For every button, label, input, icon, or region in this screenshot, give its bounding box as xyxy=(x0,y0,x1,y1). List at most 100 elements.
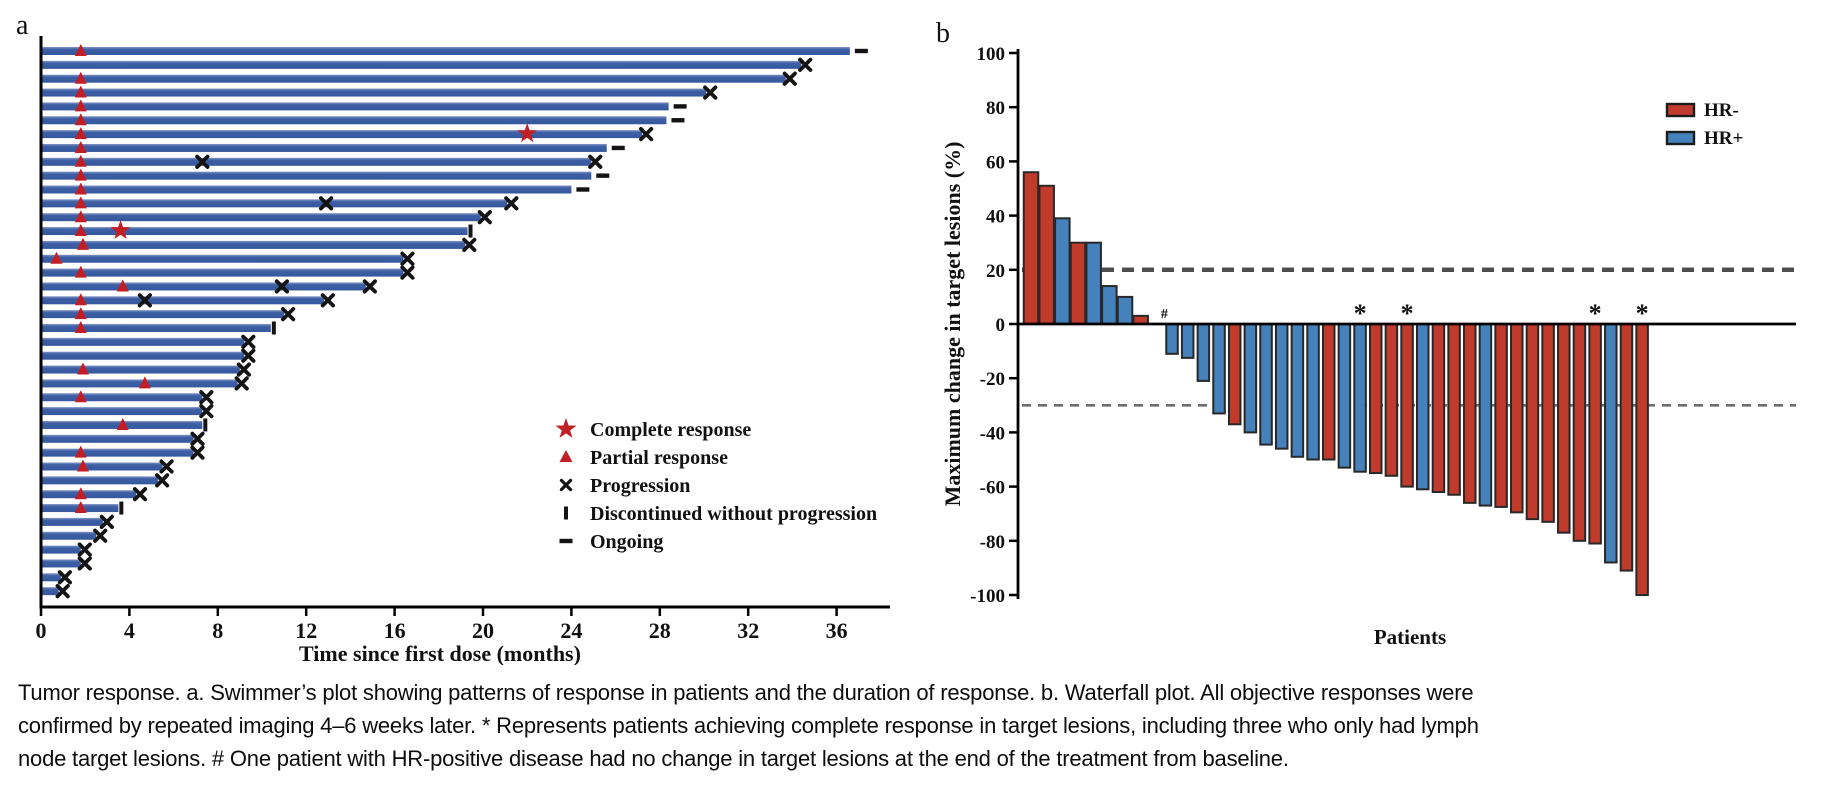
waterfall-bar xyxy=(1604,323,1618,564)
x-tick-label: 0 xyxy=(36,618,47,643)
partial-response-marker xyxy=(74,127,87,140)
y-axis-title: Maximum change in target lesions (%) xyxy=(940,142,965,507)
y-tick-label: -20 xyxy=(980,369,1005,390)
swimmer-bar xyxy=(42,199,508,208)
legend-swatch xyxy=(1665,130,1696,146)
progression-marker xyxy=(241,348,256,363)
waterfall-bar xyxy=(1290,323,1305,458)
swimmer-bar xyxy=(42,130,643,139)
x-tick-label: 12 xyxy=(295,618,317,643)
waterfall-plot: 100 80 60 40 20 0 -20 -40 -60 -80 -100 Maximum chan… xyxy=(940,44,1796,649)
star-annotation: * xyxy=(1354,299,1367,328)
partial-response-marker xyxy=(74,182,87,195)
swimmer-bar xyxy=(42,143,607,152)
waterfall-bar xyxy=(1416,323,1430,491)
ongoing-marker xyxy=(673,104,687,109)
swimmer-bar xyxy=(42,559,81,568)
hash-annotation: # xyxy=(1161,307,1168,322)
ongoing-marker xyxy=(611,145,625,151)
x-tick-label: 36 xyxy=(826,618,848,643)
progression-marker xyxy=(234,376,249,391)
figure-caption: Tumor response. a. Swimmer’s plot showin… xyxy=(18,676,1479,775)
y-tick-label: -40 xyxy=(980,423,1005,444)
partial-response-marker xyxy=(74,154,87,167)
swimmer-bar xyxy=(42,254,404,263)
swimmer-bar xyxy=(42,476,159,485)
waterfall-bar xyxy=(1212,323,1226,415)
cross-icon xyxy=(559,478,573,492)
swimmer-bar xyxy=(42,573,61,582)
swimmer-bar xyxy=(42,240,466,249)
progression-marker xyxy=(504,196,519,211)
y-tick-label: 20 xyxy=(986,261,1005,282)
legend-label: HR- xyxy=(1704,100,1739,121)
partial-response-marker xyxy=(74,293,87,306)
discontinued-marker xyxy=(119,501,124,515)
legend-label: Partial response xyxy=(590,447,728,469)
progression-marker xyxy=(798,57,813,72)
swimmer-bar xyxy=(42,157,592,166)
y-tick-label: 80 xyxy=(986,98,1005,119)
progression-marker xyxy=(137,293,152,308)
swimmer-bar xyxy=(42,102,669,111)
waterfall-bar xyxy=(1400,323,1414,488)
legend-swatch xyxy=(1665,102,1696,118)
swimmer-bar xyxy=(42,587,59,596)
progression-marker xyxy=(320,293,335,308)
partial-response-marker xyxy=(74,210,87,223)
waterfall-bar xyxy=(1368,323,1383,475)
swimmer-bar xyxy=(42,296,324,305)
waterfall-bar xyxy=(1384,323,1399,477)
swimmer-bar xyxy=(42,365,240,374)
progression-marker xyxy=(77,556,92,571)
swimmer-bar xyxy=(42,379,238,388)
progression-marker xyxy=(155,473,170,488)
swimmer-bar xyxy=(42,74,786,83)
partial-response-marker xyxy=(76,362,89,375)
waterfall-bar xyxy=(1619,323,1634,572)
swimmer-bar xyxy=(42,531,97,540)
swimmer-bar xyxy=(42,47,850,55)
waterfall-bar xyxy=(1243,323,1258,434)
discontinued-marker xyxy=(468,224,473,238)
swimmer-bar xyxy=(42,351,245,360)
partial-response-marker xyxy=(74,321,87,333)
x-tick-label: 20 xyxy=(472,618,494,643)
progression-marker xyxy=(77,542,92,557)
partial-response-marker xyxy=(74,390,87,403)
progression-marker xyxy=(241,334,256,349)
waterfall-bar xyxy=(1510,323,1524,514)
x-axis-title: Time since first dose (months) xyxy=(299,641,581,665)
legend-label: Discontinued without progression xyxy=(590,503,877,525)
waterfall-bar xyxy=(1541,323,1555,523)
y-tick-label: -80 xyxy=(980,532,1005,553)
y-tick-label: -100 xyxy=(970,586,1005,607)
star-icon xyxy=(555,418,577,438)
x-tick-label: 8 xyxy=(212,618,223,643)
waterfall-bar xyxy=(1321,323,1336,461)
progression-marker xyxy=(639,127,654,142)
partial-response-marker xyxy=(74,196,87,209)
waterfall-bar xyxy=(1022,171,1040,325)
partial-response-marker xyxy=(116,279,129,292)
progression-marker xyxy=(55,584,70,599)
progression-marker xyxy=(132,487,148,502)
progression-marker xyxy=(199,404,214,419)
x-axis-title: Patients xyxy=(1374,625,1446,649)
swimmer-bar xyxy=(42,407,203,416)
x-tick-label: 32 xyxy=(737,618,759,643)
progression-marker xyxy=(199,390,214,405)
caption-line-3: node target lesions. # One patient with … xyxy=(18,746,1289,771)
partial-response-marker xyxy=(74,99,87,112)
progression-marker xyxy=(400,265,415,280)
progression-marker xyxy=(159,459,174,474)
waterfall-bar xyxy=(1180,323,1195,359)
swimmer-bar xyxy=(42,268,404,277)
x-tick-label: 28 xyxy=(649,618,671,643)
waterfall-bar xyxy=(1259,323,1273,446)
waterfall-bar xyxy=(1116,295,1134,325)
swimmer-bar xyxy=(42,490,137,499)
swimmer-bar xyxy=(42,282,366,291)
swimmer-bar xyxy=(42,393,203,402)
